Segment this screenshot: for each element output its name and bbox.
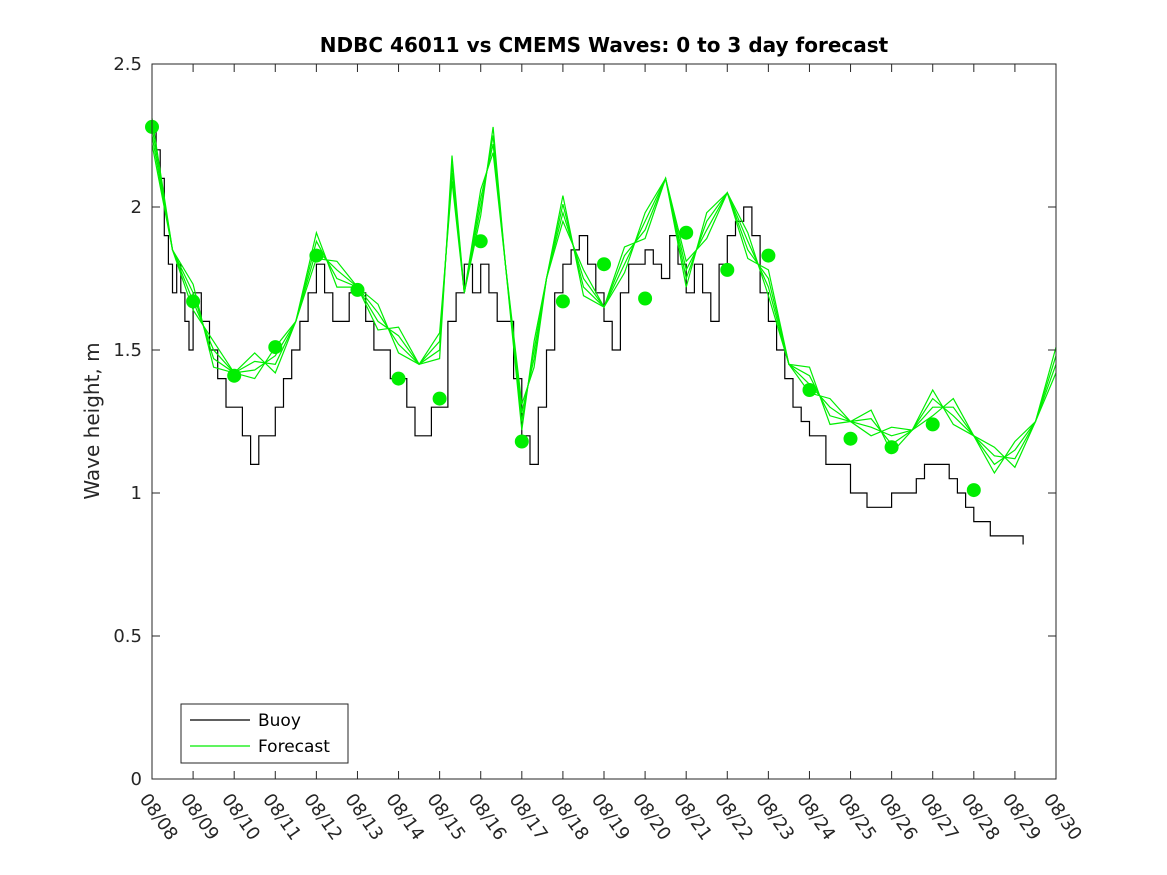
forecast-marker bbox=[309, 248, 324, 263]
forecast-marker bbox=[761, 248, 776, 263]
forecast-marker bbox=[473, 234, 488, 249]
buoy-series-line bbox=[152, 126, 1024, 545]
forecast-marker bbox=[432, 391, 447, 406]
y-axis-label: Wave height, m bbox=[80, 342, 104, 499]
legend-forecast-label: Forecast bbox=[258, 737, 330, 757]
y-tick-label: 1 bbox=[131, 483, 142, 504]
forecast-marker bbox=[925, 417, 940, 432]
legend-buoy-label: Buoy bbox=[258, 711, 301, 731]
forecast-marker bbox=[884, 440, 899, 455]
y-tick-label: 2.5 bbox=[113, 54, 142, 75]
forecast-marker bbox=[638, 291, 653, 306]
y-tick-label: 0 bbox=[131, 769, 142, 790]
y-tick-label: 0.5 bbox=[113, 626, 142, 647]
forecast-marker bbox=[227, 368, 242, 383]
forecast-marker bbox=[350, 282, 365, 297]
forecast-marker bbox=[391, 371, 406, 386]
chart-title: NDBC 46011 vs CMEMS Waves: 0 to 3 day fo… bbox=[320, 33, 889, 57]
forecast-marker bbox=[514, 434, 529, 449]
legend: Buoy Forecast bbox=[180, 703, 349, 764]
forecast-marker bbox=[966, 483, 981, 498]
y-tick-label: 1.5 bbox=[113, 340, 142, 361]
forecast-marker bbox=[679, 225, 694, 240]
forecast-marker bbox=[843, 431, 858, 446]
forecast-marker bbox=[802, 383, 817, 397]
forecast-marker bbox=[597, 257, 611, 272]
forecast-marker bbox=[268, 340, 283, 355]
forecast-marker bbox=[186, 294, 201, 309]
y-tick-label: 2 bbox=[131, 197, 142, 218]
forecast-marker bbox=[555, 294, 570, 309]
legend-box bbox=[180, 703, 349, 764]
forecast-marker bbox=[720, 262, 735, 277]
